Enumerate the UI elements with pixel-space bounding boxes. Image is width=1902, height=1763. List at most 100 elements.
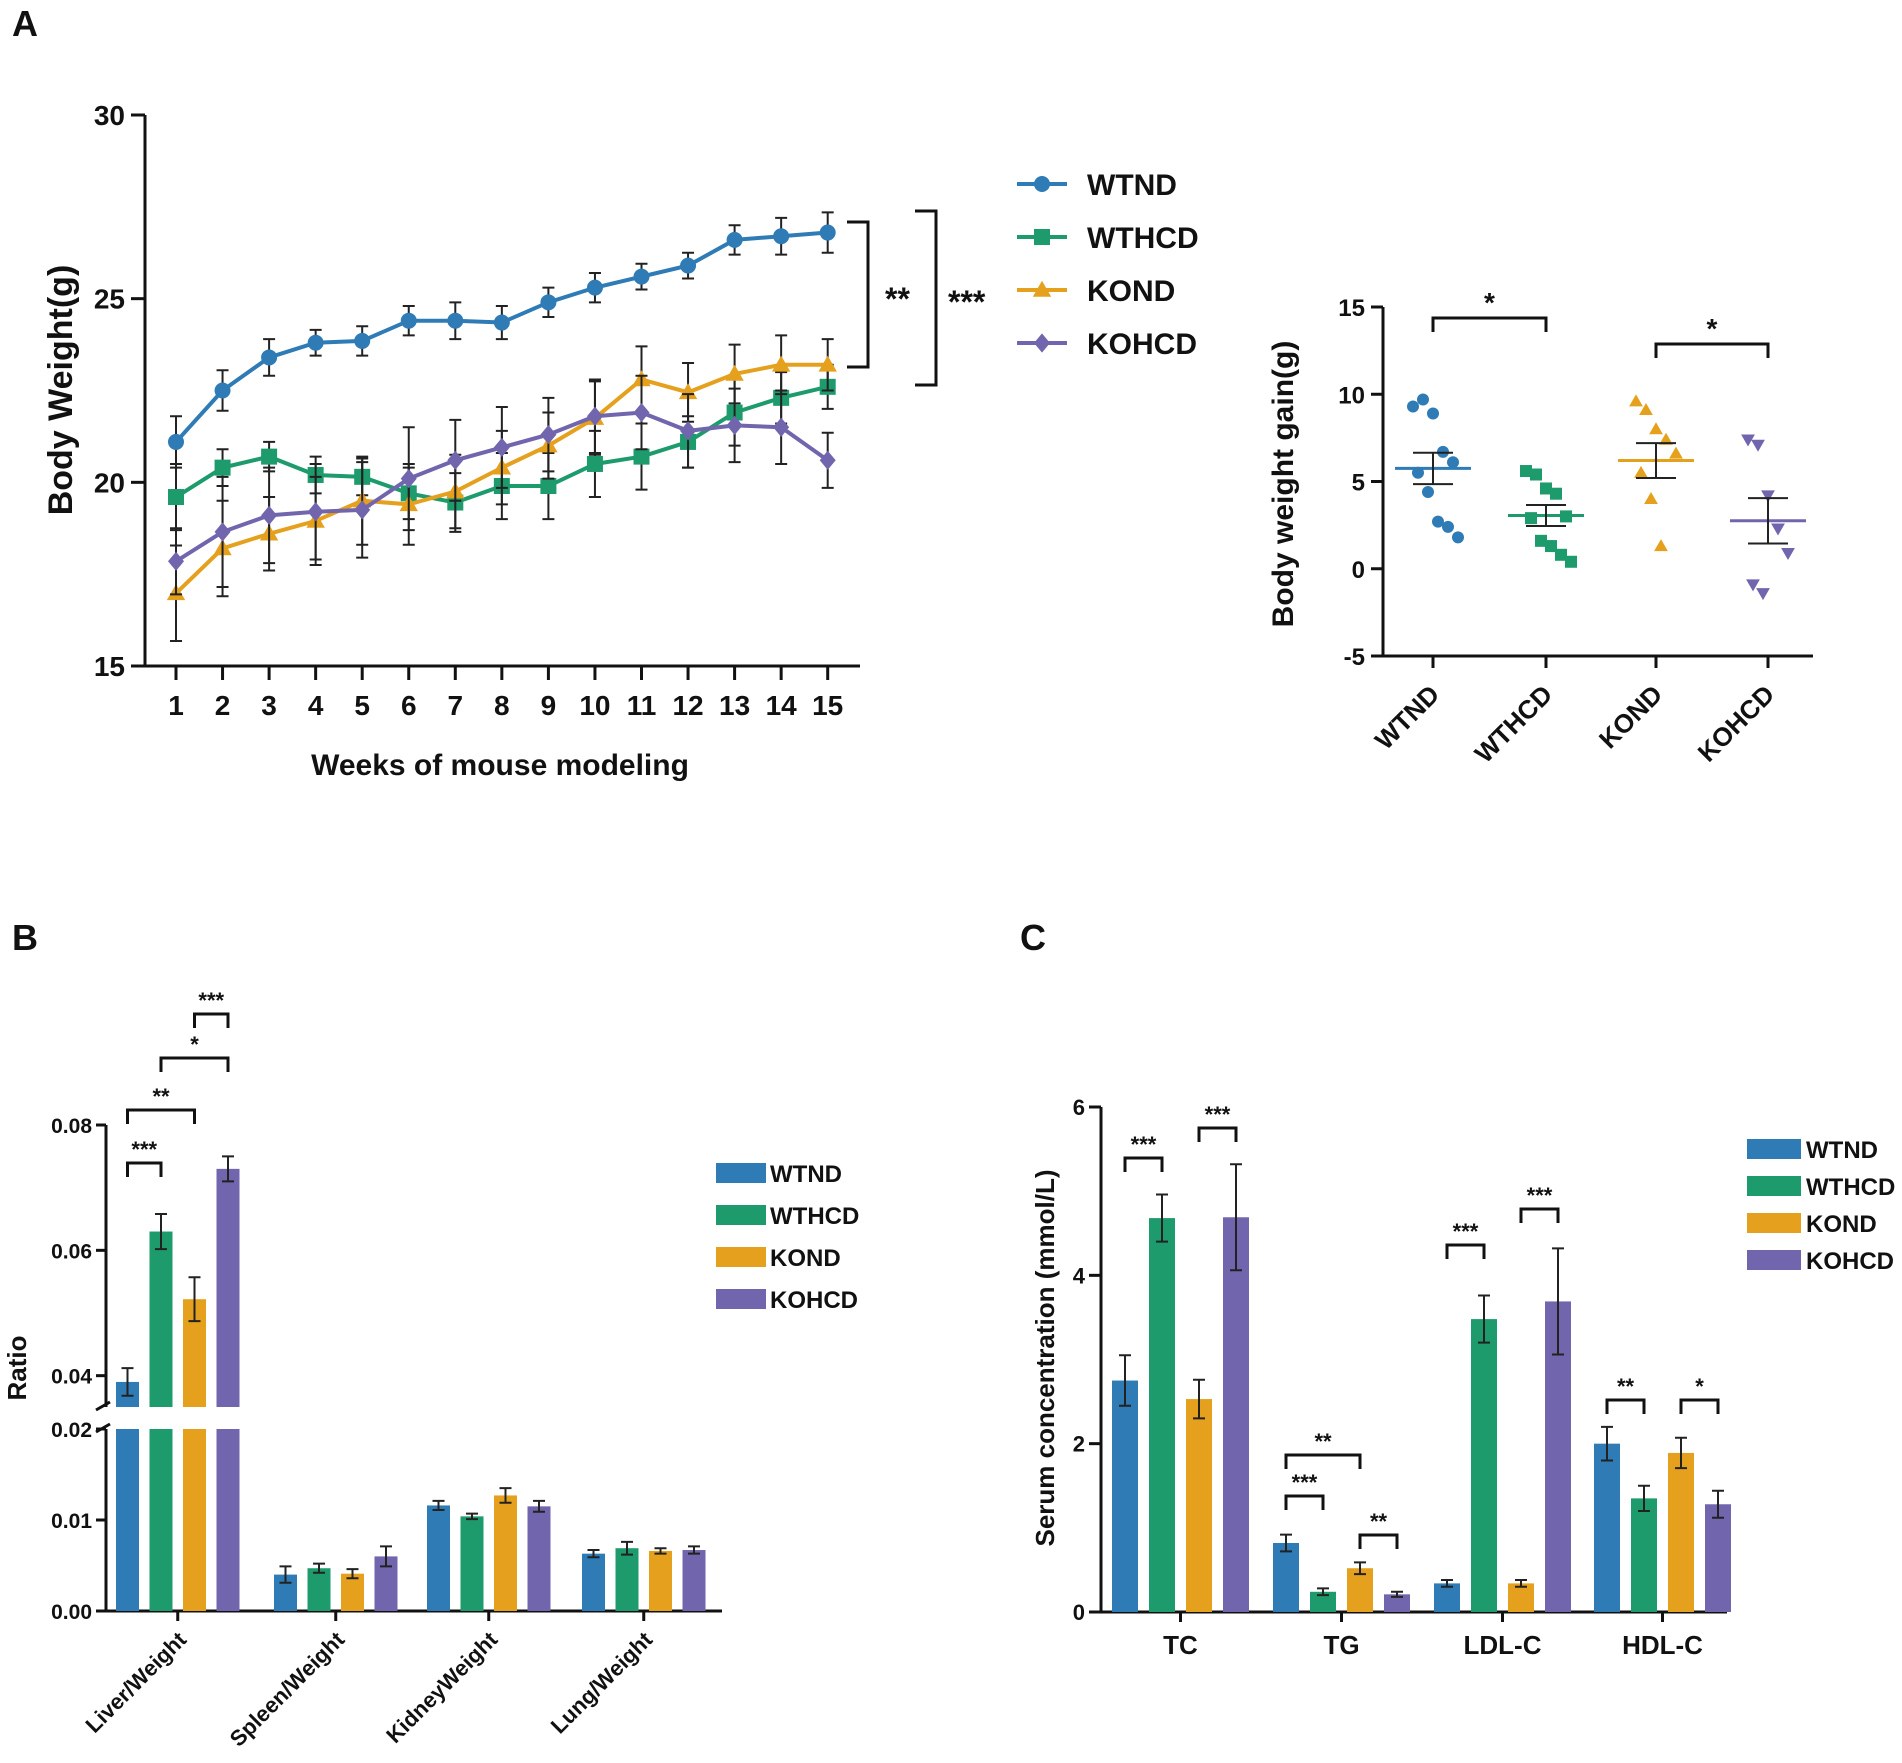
data-point [400, 469, 417, 489]
y-tick-label: 4 [1073, 1263, 1086, 1288]
bar [1471, 1319, 1497, 1612]
error-bar [188, 1276, 201, 1323]
data-point [1771, 523, 1785, 536]
data-point [1649, 422, 1663, 435]
data-point [540, 424, 557, 445]
significance-bracket-hdl-1 [1605, 1398, 1646, 1414]
legend-swatch [1747, 1213, 1801, 1233]
significance-bracket-tg-1 [1284, 1494, 1325, 1510]
x-tick-label: 6 [401, 690, 417, 721]
data-point [586, 279, 603, 296]
x-tick-label: 8 [494, 690, 510, 721]
significance-bracket-3 [159, 1056, 230, 1072]
body-weight-gain-scatter: -5 0 5 10 15 Body weight gain(g) WTND WTHCD KOND… [1267, 287, 1813, 769]
data-point [168, 489, 184, 506]
bar [216, 1168, 240, 1407]
bar [341, 1573, 364, 1611]
bar [494, 1495, 517, 1611]
significance-bracket-tg-3 [1358, 1533, 1399, 1549]
bar [1631, 1498, 1657, 1612]
data-point [214, 459, 231, 476]
data-point [633, 402, 650, 423]
bar [1705, 1504, 1731, 1612]
error-bar [499, 1487, 512, 1504]
bar [183, 1429, 206, 1611]
data-point [1535, 534, 1547, 547]
x-axis-label: Weeks of mouse modeling [311, 749, 689, 782]
bar [527, 1506, 551, 1611]
data-point [726, 231, 743, 248]
error-bar [533, 1499, 545, 1513]
bar [149, 1429, 173, 1611]
significance-bracket-ldl-1 [1445, 1243, 1486, 1259]
legend-label: KOND [1087, 275, 1175, 308]
bar [374, 1556, 398, 1611]
x-tick-label: 14 [766, 690, 798, 721]
error-bar [1638, 1484, 1650, 1512]
significance-bracket-tg-2-label: ** [1314, 1429, 1332, 1454]
significance-bracket-ko-label: * [1707, 313, 1718, 344]
data-point [633, 268, 650, 285]
bar [1112, 1380, 1138, 1612]
data-point [168, 433, 184, 450]
significance-bracket-tc-1-label: *** [1131, 1132, 1157, 1157]
error-bar [688, 1545, 700, 1555]
significance-bracket-3-label: * [190, 1032, 199, 1057]
data-point [680, 257, 697, 274]
bar [1310, 1591, 1336, 1612]
error-bar [1515, 1579, 1527, 1588]
legend-label: WTHCD [1806, 1174, 1895, 1201]
y-tick-label: 0.06 [51, 1240, 92, 1263]
data-point [1634, 465, 1648, 478]
bar [1347, 1568, 1373, 1612]
significance-bracket-tg-2 [1284, 1453, 1362, 1469]
data-point [1659, 432, 1673, 445]
x-tick-label: 12 [672, 690, 703, 721]
data-point [214, 522, 231, 542]
significance-bracket-hdl-1-label: ** [1617, 1374, 1635, 1399]
error-bar [1712, 1489, 1724, 1519]
x-tick-label: KOND [1593, 679, 1668, 754]
significance-bracket-tc-1 [1123, 1156, 1164, 1172]
error-bar [1280, 1533, 1292, 1553]
x-tick-label: HDL-C [1622, 1630, 1703, 1660]
legend-label: WTHCD [1087, 222, 1199, 255]
x-tick-label: 15 [812, 690, 843, 721]
data-point [168, 551, 184, 571]
data-point [261, 505, 278, 525]
bar [1384, 1594, 1410, 1612]
y-axis-line [143, 115, 860, 668]
data-point [1639, 403, 1653, 416]
significance-label-2: *** [948, 284, 986, 320]
data-point [586, 406, 603, 426]
bar [427, 1505, 450, 1611]
x-tick-label: Spleen/Weight [225, 1626, 350, 1751]
data-point [540, 294, 557, 311]
data-point [1417, 393, 1429, 406]
data-point [1756, 588, 1770, 601]
data-point [1447, 456, 1459, 469]
data-point [1741, 434, 1755, 447]
error-bar [587, 1549, 600, 1559]
y-tick-label: 25 [94, 284, 125, 315]
data-point [540, 478, 557, 495]
panel-label-b: B [12, 917, 38, 958]
bar [1508, 1583, 1534, 1612]
bar [682, 1550, 706, 1611]
legend: WTND WTHCD KOND KOHCD [1747, 1137, 1895, 1275]
data-point [307, 334, 324, 351]
data-point [1530, 468, 1542, 481]
data-point [400, 312, 417, 329]
y-tick-label: 0 [1352, 557, 1365, 584]
y-tick-label: 15 [1338, 295, 1365, 322]
legend-swatch [716, 1289, 766, 1309]
data-point [1432, 515, 1444, 528]
legend-label: WTND [1087, 169, 1177, 202]
data-point [447, 312, 464, 329]
legend-label: KOHCD [1806, 1248, 1894, 1275]
series-wtnd [168, 211, 836, 469]
data-point [819, 450, 836, 470]
data-point [1629, 394, 1643, 407]
x-tick-label: Lung/Weight [546, 1626, 658, 1738]
